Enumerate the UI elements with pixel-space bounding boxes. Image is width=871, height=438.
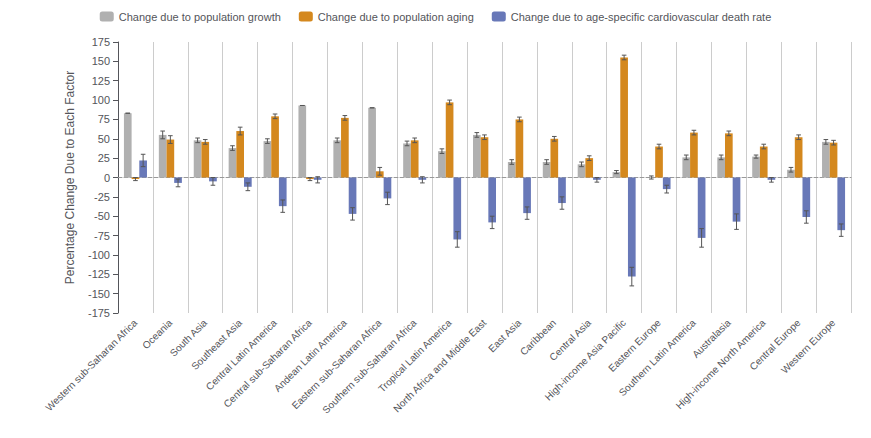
svg-text:Australasia: Australasia	[690, 317, 733, 360]
svg-text:Central Latin America: Central Latin America	[203, 317, 279, 393]
svg-text:Central sub-Saharan Africa: Central sub-Saharan Africa	[221, 317, 314, 410]
svg-text:-100: -100	[88, 249, 110, 261]
svg-text:125: 125	[92, 75, 110, 87]
svg-text:Southeast Asia: Southeast Asia	[189, 317, 245, 372]
svg-text:-50: -50	[94, 210, 110, 222]
svg-text:100: 100	[92, 94, 110, 106]
svg-text:Western Europe: Western Europe	[779, 317, 838, 376]
svg-text:Central Europe: Central Europe	[747, 317, 803, 373]
svg-text:-125: -125	[88, 268, 110, 280]
svg-text:East Asia: East Asia	[486, 317, 524, 355]
svg-text:Tropical Latin America: Tropical Latin America	[376, 317, 454, 395]
svg-text:Andean Latin America: Andean Latin America	[271, 317, 349, 394]
svg-text:-75: -75	[94, 230, 110, 242]
svg-text:150: 150	[92, 55, 110, 67]
svg-text:North Africa and Middle East: North Africa and Middle East	[391, 317, 488, 414]
svg-text:0: 0	[104, 172, 110, 184]
svg-text:175: 175	[92, 36, 110, 48]
svg-text:Caribbean: Caribbean	[517, 317, 559, 358]
svg-text:Change due to population aging: Change due to population aging	[318, 11, 474, 23]
svg-text:Oceania: Oceania	[140, 317, 174, 351]
svg-text:High-income North America: High-income North America	[673, 317, 768, 412]
svg-text:Eastern Europe: Eastern Europe	[606, 317, 663, 374]
svg-text:Southern sub-Saharan Africa: Southern sub-Saharan Africa	[320, 317, 419, 416]
svg-text:-150: -150	[88, 288, 110, 300]
svg-text:-175: -175	[88, 307, 110, 319]
svg-text:-25: -25	[94, 191, 110, 203]
svg-text:Eastern sub-Saharan Africa: Eastern sub-Saharan Africa	[289, 317, 384, 412]
svg-text:High-income Asia Pacific: High-income Asia Pacific	[542, 317, 628, 403]
svg-text:Western sub-Saharan Africa: Western sub-Saharan Africa	[43, 317, 139, 413]
svg-text:50: 50	[98, 133, 110, 145]
svg-text:Southern Latin America: Southern Latin America	[617, 317, 698, 398]
svg-text:25: 25	[98, 152, 110, 164]
svg-text:Percentage Change Due to Each: Percentage Change Due to Each Factor	[63, 71, 77, 284]
svg-text:75: 75	[98, 113, 110, 125]
svg-text:Change due to population growt: Change due to population growth	[119, 11, 281, 23]
svg-text:Central Asia: Central Asia	[547, 317, 594, 363]
svg-text:South Asia: South Asia	[167, 317, 210, 359]
svg-text:Change due to age-specific car: Change due to age-specific cardiovascula…	[511, 11, 771, 23]
